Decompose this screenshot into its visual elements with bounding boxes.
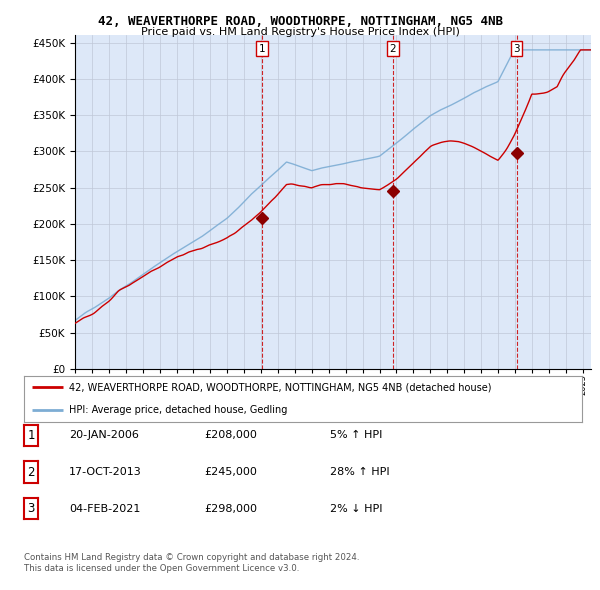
Text: 5% ↑ HPI: 5% ↑ HPI bbox=[330, 431, 382, 440]
Text: Price paid vs. HM Land Registry's House Price Index (HPI): Price paid vs. HM Land Registry's House … bbox=[140, 27, 460, 37]
Text: Contains HM Land Registry data © Crown copyright and database right 2024.: Contains HM Land Registry data © Crown c… bbox=[24, 553, 359, 562]
Text: 42, WEAVERTHORPE ROAD, WOODTHORPE, NOTTINGHAM, NG5 4NB (detached house): 42, WEAVERTHORPE ROAD, WOODTHORPE, NOTTI… bbox=[68, 382, 491, 392]
Text: HPI: Average price, detached house, Gedling: HPI: Average price, detached house, Gedl… bbox=[68, 405, 287, 415]
Text: 42, WEAVERTHORPE ROAD, WOODTHORPE, NOTTINGHAM, NG5 4NB: 42, WEAVERTHORPE ROAD, WOODTHORPE, NOTTI… bbox=[97, 15, 503, 28]
Text: 2: 2 bbox=[390, 44, 397, 54]
Text: 04-FEB-2021: 04-FEB-2021 bbox=[69, 504, 140, 513]
Text: £208,000: £208,000 bbox=[204, 431, 257, 440]
Text: 2: 2 bbox=[27, 466, 35, 478]
Text: 3: 3 bbox=[28, 502, 35, 515]
Text: 2% ↓ HPI: 2% ↓ HPI bbox=[330, 504, 383, 513]
Text: 1: 1 bbox=[259, 44, 265, 54]
Text: 20-JAN-2006: 20-JAN-2006 bbox=[69, 431, 139, 440]
Text: This data is licensed under the Open Government Licence v3.0.: This data is licensed under the Open Gov… bbox=[24, 565, 299, 573]
Text: £298,000: £298,000 bbox=[204, 504, 257, 513]
Text: 17-OCT-2013: 17-OCT-2013 bbox=[69, 467, 142, 477]
Text: 1: 1 bbox=[27, 429, 35, 442]
Text: 3: 3 bbox=[513, 44, 520, 54]
Text: 28% ↑ HPI: 28% ↑ HPI bbox=[330, 467, 389, 477]
Text: £245,000: £245,000 bbox=[204, 467, 257, 477]
